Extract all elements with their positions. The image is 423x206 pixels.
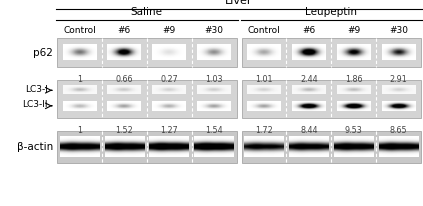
Text: β-actin: β-actin (17, 142, 53, 152)
Text: 2.44: 2.44 (300, 75, 318, 84)
Bar (57, 131, 236, 163)
Text: 1.03: 1.03 (205, 75, 223, 84)
Text: 1.54: 1.54 (205, 126, 223, 135)
Text: Liver: Liver (225, 0, 253, 6)
Bar (242, 38, 421, 67)
Text: 1.72: 1.72 (255, 126, 273, 135)
Bar (242, 131, 421, 163)
Bar (57, 80, 236, 118)
Text: 1.52: 1.52 (115, 126, 133, 135)
Text: p62: p62 (33, 48, 53, 57)
Text: 1.01: 1.01 (255, 75, 273, 84)
Text: Leupeptin: Leupeptin (305, 7, 357, 17)
Text: 0.27: 0.27 (160, 75, 178, 84)
Bar (57, 38, 236, 67)
Text: 9.53: 9.53 (345, 126, 363, 135)
Text: #30: #30 (205, 26, 224, 35)
Text: 1: 1 (77, 126, 82, 135)
Text: #30: #30 (389, 26, 408, 35)
Text: 8.65: 8.65 (390, 126, 407, 135)
Text: Control: Control (247, 26, 280, 35)
Text: #9: #9 (347, 26, 360, 35)
Text: 8.44: 8.44 (300, 126, 318, 135)
Text: 1.27: 1.27 (160, 126, 178, 135)
Text: 2.91: 2.91 (390, 75, 407, 84)
Text: 0.66: 0.66 (115, 75, 133, 84)
Text: 1: 1 (77, 75, 82, 84)
Text: #9: #9 (162, 26, 176, 35)
Text: 1.86: 1.86 (345, 75, 363, 84)
Text: Saline: Saline (131, 7, 163, 17)
Text: Control: Control (63, 26, 96, 35)
Text: #6: #6 (302, 26, 316, 35)
Text: LC3-I: LC3-I (25, 85, 48, 94)
Bar (242, 80, 421, 118)
Text: #6: #6 (118, 26, 131, 35)
Text: LC3-II: LC3-II (22, 100, 48, 109)
